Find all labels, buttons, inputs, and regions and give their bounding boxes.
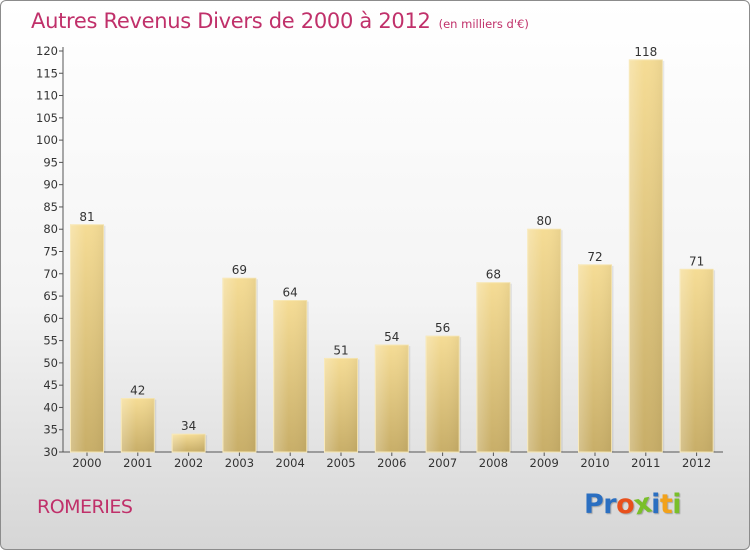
y-tick-label: 105 [36,111,58,125]
value-label: 118 [634,45,657,59]
axes: 30 35 40 45 50 55 60 65 70 75 80 85 90 95 100 105 110 115… [36,44,723,470]
x-tick-label: 2000 [72,456,101,470]
chart-title: Autres Revenus Divers de 2000 à 2012 (en … [31,9,529,33]
x-tick-label: 2001 [123,456,152,470]
bar-2007 [425,335,462,453]
value-label: 51 [333,343,348,357]
y-tick-label: 110 [36,89,58,103]
value-label: 42 [130,384,145,398]
y-tick-label: 30 [43,445,58,459]
y-tick-label: 95 [43,155,58,169]
bar-highlight [578,264,612,452]
bar-highlight [172,434,206,452]
logo-letter: r [603,489,617,520]
x-tick-label: 2008 [479,456,508,470]
bar-2006 [374,344,411,453]
y-tick-label: 115 [36,66,58,80]
value-label: 72 [587,250,602,264]
value-label: 81 [79,210,94,224]
bars [70,59,716,453]
y-tick-label: 60 [43,311,58,325]
y-tick-label: 90 [43,178,58,192]
chart-title-main: Autres Revenus Divers de 2000 à 2012 [31,9,431,33]
bar-2000 [70,224,106,453]
bar-2008 [476,282,512,453]
chart-title-unit: (en milliers d'€) [438,17,529,31]
x-tick-label: 2010 [580,456,609,470]
bar-highlight [222,278,256,452]
logo-letter: i [651,489,660,520]
value-label: 56 [435,321,450,335]
value-label: 71 [689,254,704,268]
value-label: 34 [181,419,196,433]
logo-letter: t [659,489,673,520]
y-tick-label: 45 [43,378,58,392]
x-tick-label: 2011 [631,456,660,470]
x-tick-label: 2003 [225,456,254,470]
place-name: ROMERIES [37,496,133,518]
bar-highlight [680,269,714,452]
bar-2005 [324,357,360,453]
bar-highlight [70,224,104,452]
y-tick-label: 120 [36,44,58,58]
bar-highlight [527,229,561,452]
bar-2002 [171,433,208,453]
y-tick-label: 50 [43,356,58,370]
bar-highlight [121,398,155,452]
logo-letter: i [672,489,682,520]
bar-2003 [222,277,258,453]
value-label: 68 [486,268,501,282]
bar-2001 [120,398,157,453]
proxiti-logo: Proxiti [584,488,682,522]
x-tick-label: 2004 [276,456,305,470]
value-label: 64 [283,286,298,300]
bar-2011 [628,59,665,453]
y-tick-label: 70 [43,267,58,281]
bar-highlight [375,345,409,452]
value-label: 54 [384,330,399,344]
x-tick-label: 2007 [428,456,457,470]
x-tick-label: 2005 [326,456,355,470]
y-tick-label: 40 [43,400,58,414]
value-label: 80 [537,214,552,228]
bar-highlight [629,59,663,453]
bar-highlight [476,282,510,452]
y-tick-label: 85 [43,200,58,214]
bar-highlight [324,358,358,452]
x-tick-label: 2009 [530,456,559,470]
bar-highlight [426,336,460,452]
x-tick-label: 2006 [377,456,406,470]
bar-2010 [578,264,614,453]
y-tick-label: 80 [43,222,58,236]
y-tick-label: 75 [43,245,58,259]
logo-letter: o [616,489,635,520]
y-tick-label: 35 [43,423,58,437]
x-tick-label: 2012 [682,456,711,470]
bar-2004 [273,300,309,453]
value-label: 69 [232,263,247,277]
y-tick-label: 65 [43,289,58,303]
bar-highlight [273,300,307,452]
logo-letter: P [584,489,604,520]
bar-2012 [679,268,716,453]
value-labels: 81 42 34 69 64 51 54 56 68 80 72 118 71 [79,45,704,433]
y-tick-label: 55 [43,334,58,348]
x-tick-label: 2002 [174,456,203,470]
y-tick-label: 100 [36,133,58,147]
bar-2009 [527,228,563,453]
